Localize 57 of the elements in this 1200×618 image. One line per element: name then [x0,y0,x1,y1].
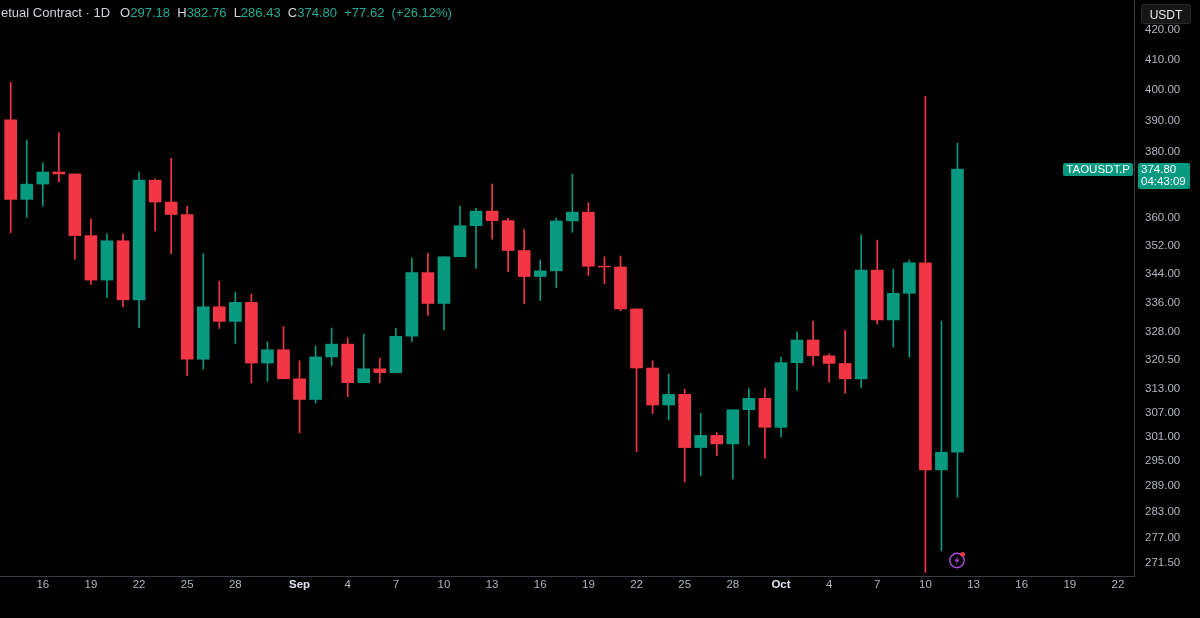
candlestick [838,329,852,394]
x-tick-label: 25 [678,578,692,591]
x-tick-label: 19 [1063,578,1077,591]
x-tick-label: 4 [825,578,833,591]
x-tick-label: 22 [1111,578,1125,591]
y-tick-label: 283.00 [1145,505,1181,517]
x-tick-label: Sep [289,578,311,591]
x-tick-label: 16 [36,578,50,591]
x-tick-label: 19 [84,578,98,591]
candlestick [742,388,756,446]
y-tick-label: 352.00 [1145,238,1181,251]
y-tick-label: 301.00 [1145,429,1181,442]
x-tick-label: 16 [1015,578,1029,591]
annotation: TAOUSDT.P [1063,162,1133,176]
x-tick-label: 10 [437,578,451,591]
x-tick-label: 4 [344,578,352,591]
y-tick-label: 328.00 [1145,324,1181,337]
y-tick-label: 344.00 [1145,266,1181,279]
y-axis-title: USDT [1141,4,1191,24]
candlestick [164,158,178,254]
x-tick-label: 16 [533,578,547,591]
x-tick-label: 7 [874,578,881,591]
x-tick-label: 10 [918,578,932,591]
x-tick-label: Oct [771,578,791,591]
y-tick-label: 277.00 [1145,531,1181,544]
x-tick-label: 28 [228,578,242,591]
y-tick-label: 313.00 [1145,382,1181,395]
candlestick [20,139,34,218]
y-tick-label: 271.50 [1145,555,1181,568]
y-tick-label: 307.00 [1145,405,1181,418]
x-tick-label: 25 [180,578,194,591]
candlestick [533,259,547,301]
chart-title: etual Contract · 1D [1,5,111,21]
x-tick-label: 19 [582,578,595,591]
text: 04:43:09 [1141,175,1187,188]
x-tick-label: 28 [726,578,740,591]
candlestick [485,183,499,240]
x-tick-label: 7 [392,578,400,591]
x-tick-label: 13 [485,578,499,591]
x-tick-label: 22 [132,578,146,591]
candlestick [469,208,483,269]
y-tick-label: 390.00 [1145,113,1181,126]
y-tick-label: 400.00 [1145,82,1181,95]
y-tick-label: 295.00 [1145,454,1181,467]
candlestick [373,357,387,384]
y-tick-label: 360.00 [1145,211,1181,224]
y-tick-label: 410.00 [1145,52,1181,65]
y-tick-label: 336.00 [1145,295,1181,308]
x-tick-label: 22 [630,578,643,591]
y-tick-label: 380.00 [1145,145,1181,158]
y-tick-label: 320.50 [1145,353,1181,366]
y-tick-label: 420.00 [1145,23,1181,36]
y-tick-label: 289.00 [1145,479,1181,492]
chart-subtitle: O297.18 H382.76 L286.43 C374.80 +77.62 (+26.12%) [120,5,452,21]
x-tick-label: 13 [967,578,980,591]
candlestick [694,412,708,477]
text: 374.80 [1141,162,1178,176]
